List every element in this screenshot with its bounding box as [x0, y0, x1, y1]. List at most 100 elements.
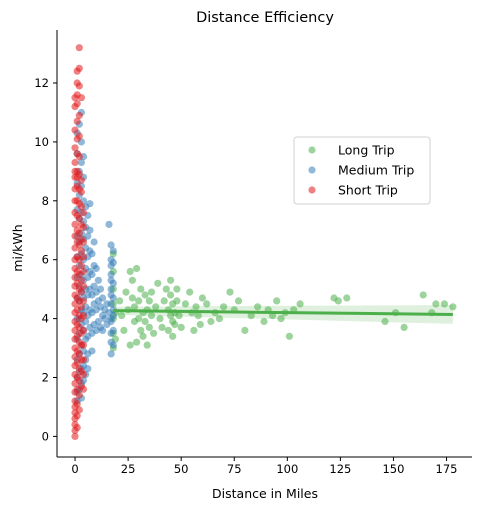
point-medium-trip: [109, 259, 117, 267]
point-long-trip: [173, 285, 181, 293]
point-long-trip: [126, 341, 134, 349]
point-long-trip: [196, 320, 204, 329]
point-long-trip: [277, 315, 285, 323]
point-short-trip: [79, 312, 88, 320]
point-long-trip: [118, 312, 126, 320]
legend: Long Trip Medium Trip Short Trip: [293, 136, 431, 205]
point-long-trip: [145, 323, 153, 331]
point-medium-trip: [107, 317, 115, 326]
point-short-trip: [73, 412, 81, 420]
point-long-trip: [334, 297, 342, 305]
point-long-trip: [122, 288, 130, 296]
point-medium-trip: [88, 347, 96, 355]
point-long-trip: [296, 300, 304, 308]
point-long-trip: [135, 297, 143, 305]
point-medium-trip: [90, 282, 98, 290]
point-long-trip: [167, 276, 175, 284]
point-short-trip: [75, 214, 83, 223]
point-medium-trip: [84, 365, 92, 373]
point-long-trip: [175, 312, 183, 320]
point-short-trip: [71, 220, 79, 228]
legend-marker: [308, 186, 316, 194]
legend-marker: [308, 146, 316, 154]
point-long-trip: [135, 315, 143, 323]
regression-line: [113, 309, 453, 316]
point-medium-trip: [99, 326, 107, 334]
point-short-trip: [73, 117, 81, 125]
point-long-trip: [241, 326, 249, 334]
point-long-trip: [190, 326, 198, 334]
point-long-trip: [381, 317, 389, 326]
y-tick-label: 4: [42, 312, 49, 326]
point-long-trip: [156, 315, 164, 323]
point-long-trip: [152, 303, 160, 311]
point-long-trip: [198, 294, 206, 302]
point-short-trip: [79, 282, 88, 290]
point-long-trip: [273, 297, 281, 305]
point-medium-trip: [94, 317, 102, 326]
x-tick-label: 0: [71, 462, 78, 476]
point-short-trip: [79, 253, 88, 261]
point-long-trip: [141, 317, 149, 326]
x-tick-label: 175: [436, 462, 458, 476]
point-short-trip: [75, 132, 83, 140]
point-short-trip: [79, 356, 88, 364]
point-medium-trip: [92, 264, 100, 273]
point-long-trip: [173, 297, 181, 305]
series-long-trip: [109, 250, 457, 352]
point-medium-trip: [90, 238, 98, 246]
point-long-trip: [116, 297, 124, 305]
point-medium-trip: [101, 315, 109, 323]
point-medium-trip: [107, 285, 115, 293]
point-short-trip: [73, 424, 81, 432]
point-medium-trip: [105, 220, 113, 228]
point-long-trip: [440, 300, 448, 308]
point-long-trip: [400, 323, 408, 331]
point-short-trip: [77, 276, 85, 284]
series-short-trip: [71, 44, 88, 440]
point-long-trip: [141, 291, 149, 299]
point-long-trip: [137, 285, 145, 293]
point-long-trip: [126, 267, 134, 276]
point-long-trip: [186, 288, 194, 296]
y-tick-label: 2: [42, 370, 49, 384]
point-short-trip: [77, 188, 85, 196]
point-medium-trip: [86, 226, 94, 234]
point-long-trip: [203, 300, 211, 308]
point-short-trip: [71, 432, 79, 440]
point-long-trip: [247, 312, 255, 320]
point-short-trip: [75, 391, 83, 399]
y-tick-label: 6: [42, 253, 49, 267]
point-short-trip: [79, 341, 88, 349]
point-medium-trip: [109, 312, 117, 320]
point-long-trip: [419, 291, 427, 299]
point-long-trip: [181, 300, 189, 308]
point-long-trip: [254, 303, 262, 311]
point-long-trip: [215, 315, 223, 323]
point-long-trip: [130, 303, 139, 311]
point-short-trip: [77, 247, 85, 255]
point-short-trip: [73, 400, 81, 408]
point-medium-trip: [107, 241, 115, 249]
point-long-trip: [194, 312, 202, 320]
point-medium-trip: [109, 247, 117, 255]
point-short-trip: [77, 262, 85, 270]
chart-title: Distance Efficiency: [196, 10, 334, 26]
y-tick-label: 8: [42, 194, 49, 208]
point-long-trip: [133, 338, 141, 346]
point-long-trip: [169, 332, 177, 340]
x-tick-label: 150: [382, 462, 404, 476]
legend-marker: [308, 166, 316, 174]
point-medium-trip: [99, 294, 107, 302]
legend-label: Long Trip: [338, 143, 395, 158]
point-short-trip: [71, 167, 79, 175]
legend-label: Short Trip: [338, 183, 398, 198]
point-long-trip: [220, 303, 228, 311]
point-short-trip: [71, 103, 79, 111]
point-long-trip: [143, 341, 151, 349]
point-medium-trip: [88, 250, 96, 258]
point-short-trip: [75, 64, 83, 72]
point-long-trip: [449, 303, 457, 311]
point-long-trip: [162, 285, 170, 293]
